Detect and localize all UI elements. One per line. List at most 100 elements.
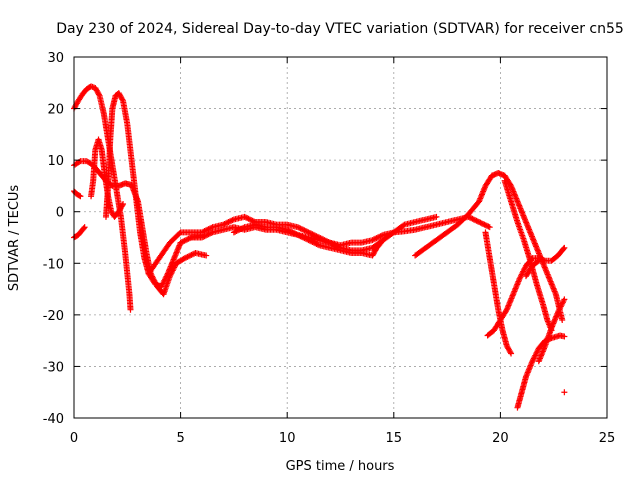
- data-point: [225, 219, 232, 226]
- data-point: [300, 226, 307, 233]
- axis-ticks: [73, 56, 608, 419]
- y-tick-label: -40: [43, 412, 64, 427]
- data-point: [468, 215, 475, 222]
- data-point: [285, 227, 292, 234]
- x-tick-label: 5: [176, 431, 184, 446]
- data-point: [472, 217, 479, 224]
- data-point: [108, 182, 115, 189]
- data-point: [377, 233, 384, 240]
- data-point: [314, 241, 321, 248]
- series-track-14: [514, 332, 568, 411]
- data-point: [238, 225, 245, 232]
- data-point: [120, 200, 127, 207]
- data-point: [76, 192, 83, 199]
- data-point: [205, 226, 212, 233]
- data-point: [185, 253, 192, 260]
- series-track-10: [412, 170, 566, 324]
- data-point: [245, 215, 252, 222]
- y-tick-label: 10: [47, 154, 64, 169]
- data-point: [229, 217, 236, 224]
- data-point: [189, 251, 196, 258]
- data-point: [206, 225, 213, 232]
- data-point: [208, 229, 215, 236]
- data-point: [302, 235, 309, 242]
- data-point: [326, 239, 333, 246]
- data-point: [485, 223, 492, 230]
- data-point: [293, 231, 300, 238]
- x-tick-label: 25: [599, 431, 616, 446]
- series-track-16: [535, 296, 568, 365]
- y-tick-label: 20: [47, 103, 64, 118]
- data-point: [95, 91, 102, 98]
- data-point: [183, 254, 190, 261]
- data-point: [502, 307, 509, 314]
- data-point: [507, 349, 514, 356]
- series-track-13: [484, 244, 568, 339]
- series-track-17: [561, 389, 568, 396]
- data-point: [535, 257, 542, 264]
- data-point: [198, 234, 205, 241]
- data-point: [244, 215, 251, 222]
- y-tick-label: -10: [43, 257, 64, 272]
- data-point: [292, 230, 299, 237]
- data-point: [508, 350, 515, 357]
- data-point: [200, 228, 207, 235]
- data-point: [288, 228, 295, 235]
- y-tick-label: -20: [43, 309, 64, 324]
- data-point: [246, 216, 253, 223]
- data-point: [221, 220, 228, 227]
- data-point: [308, 238, 315, 245]
- data-point: [304, 236, 311, 243]
- data-point: [220, 221, 227, 228]
- data-point: [289, 229, 296, 236]
- y-tick-label: 30: [47, 51, 64, 66]
- data-point: [473, 217, 480, 224]
- data-point: [481, 221, 488, 228]
- data-point: [482, 222, 489, 229]
- data-point: [77, 193, 84, 200]
- data-point: [185, 235, 192, 242]
- plot-frame: [73, 56, 608, 419]
- data-point: [370, 236, 377, 243]
- data-point: [181, 237, 188, 244]
- data-point: [560, 245, 567, 252]
- data-point: [236, 226, 243, 233]
- data-point: [230, 229, 237, 236]
- data-point: [178, 239, 185, 246]
- data-point: [294, 231, 301, 238]
- data-point: [127, 306, 134, 313]
- data-point: [232, 228, 239, 235]
- data-point: [534, 258, 541, 265]
- x-tick-label: 15: [386, 431, 403, 446]
- data-point: [200, 233, 207, 240]
- data-point: [561, 244, 568, 251]
- data-point: [297, 233, 304, 240]
- data-point: [378, 232, 385, 239]
- data-point: [480, 220, 487, 227]
- data-point: [248, 217, 255, 224]
- data-point: [486, 224, 493, 231]
- data-point: [306, 237, 313, 244]
- data-point: [372, 235, 379, 242]
- data-point: [198, 229, 205, 236]
- data-point: [376, 233, 383, 240]
- data-point: [559, 317, 566, 324]
- data-point: [182, 237, 189, 244]
- data-point: [476, 219, 483, 226]
- data-point: [561, 333, 568, 340]
- data-point: [237, 226, 244, 233]
- data-point: [477, 219, 484, 226]
- data-point: [296, 224, 303, 231]
- x-axis-label: GPS time / hours: [286, 459, 395, 474]
- data-point: [201, 233, 208, 240]
- data-point: [234, 227, 241, 234]
- data-point: [184, 253, 191, 260]
- data-point: [561, 389, 568, 396]
- chart-title: Day 230 of 2024, Sidereal Day-to-day VTE…: [56, 21, 624, 37]
- series-track-5: [71, 224, 88, 241]
- data-point: [81, 224, 88, 231]
- data-point: [297, 225, 304, 232]
- data-point: [312, 240, 319, 247]
- data-point: [561, 296, 568, 303]
